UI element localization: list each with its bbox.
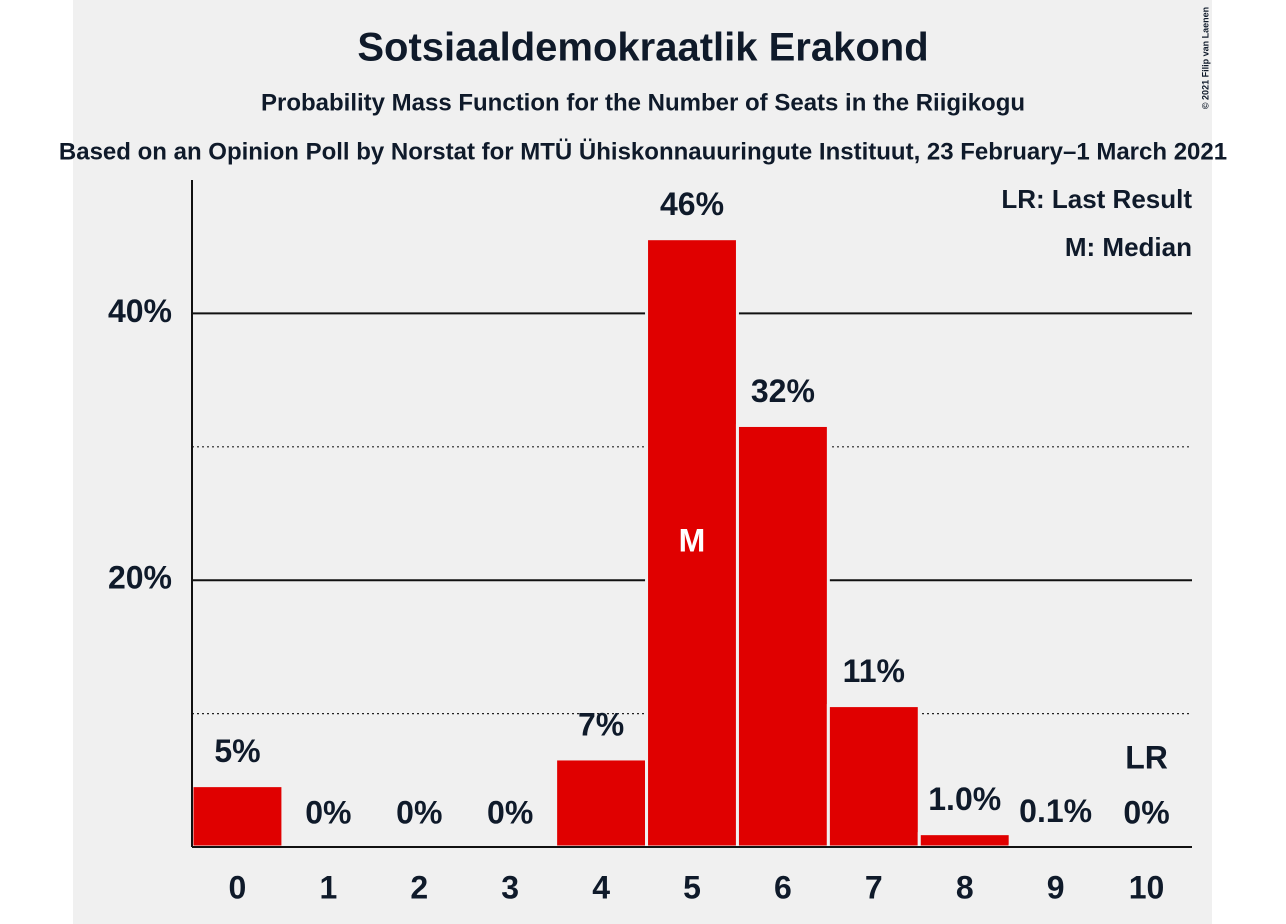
value-label: 5% — [214, 733, 260, 769]
value-label: 0.1% — [1019, 793, 1092, 829]
x-tick-label: 10 — [1129, 869, 1165, 905]
value-label: 7% — [578, 706, 624, 742]
bar — [826, 704, 921, 849]
x-tick-label: 2 — [410, 869, 428, 905]
x-tick-label: 1 — [319, 869, 337, 905]
bar — [917, 832, 1012, 849]
chart-source: Based on an Opinion Poll by Norstat for … — [59, 138, 1227, 165]
x-tick-label: 0 — [229, 869, 247, 905]
x-tick-label: 4 — [592, 869, 610, 905]
median-marker: M — [679, 522, 706, 558]
chart-subtitle: Probability Mass Function for the Number… — [261, 89, 1025, 116]
y-tick-label: 20% — [108, 560, 172, 596]
value-label: 0% — [396, 794, 442, 830]
value-label: 1.0% — [928, 781, 1001, 817]
legend-entry: M: Median — [1065, 232, 1192, 262]
x-tick-label: 6 — [774, 869, 792, 905]
bar — [554, 757, 649, 849]
bar — [190, 784, 285, 849]
value-label: 11% — [843, 653, 905, 689]
value-label: 32% — [751, 373, 815, 409]
value-label: 0% — [305, 794, 351, 830]
value-label: 0% — [487, 794, 533, 830]
last-result-marker: LR — [1125, 739, 1168, 775]
y-tick-label: 40% — [108, 293, 172, 329]
legend-entry: LR: Last Result — [1001, 184, 1192, 214]
chart-title: Sotsiaaldemokraatlik Erakond — [357, 26, 928, 70]
value-label: 0% — [1123, 794, 1169, 830]
x-tick-label: 9 — [1047, 869, 1065, 905]
x-tick-label: 5 — [683, 869, 701, 905]
x-tick-label: 7 — [865, 869, 883, 905]
x-tick-label: 8 — [956, 869, 974, 905]
x-tick-label: 3 — [501, 869, 519, 905]
bar — [735, 423, 830, 849]
bar — [645, 237, 739, 849]
copyright: © 2021 Filip van Laenen — [1200, 7, 1210, 109]
value-label: 46% — [660, 186, 724, 222]
